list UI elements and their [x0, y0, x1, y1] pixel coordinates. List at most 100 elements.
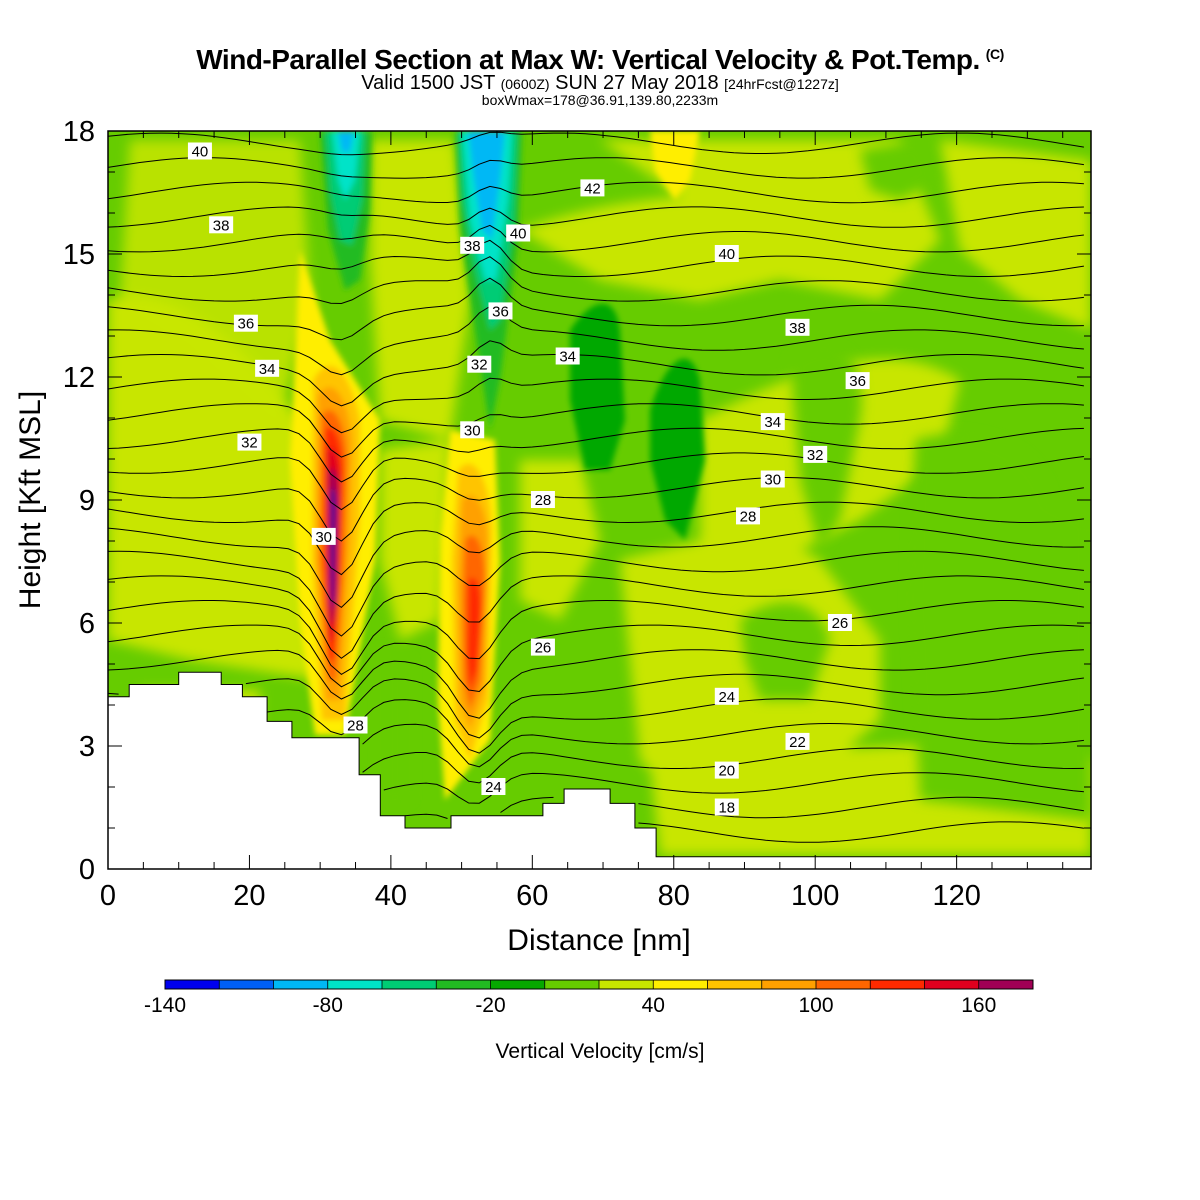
contour-label-text: 32 — [471, 357, 488, 374]
theta-contour — [108, 599, 1084, 676]
theta-contour — [108, 477, 1084, 542]
contour-label: 28 — [530, 491, 555, 509]
theta-contour — [108, 673, 1084, 739]
contour-label-text: 32 — [241, 435, 258, 452]
contour-label-text: 38 — [789, 320, 806, 337]
colorbar-tick-label: -140 — [144, 994, 186, 1017]
contour-label: 26 — [530, 638, 555, 657]
colorbar-swatch — [761, 980, 817, 989]
theta-contour — [267, 698, 1084, 754]
contour-label: 36 — [488, 302, 513, 320]
colorbar-frame — [164, 979, 1034, 990]
colorbar-swatch — [924, 980, 980, 989]
contour-label: 38 — [460, 236, 485, 255]
theta-contour — [108, 277, 1084, 341]
y-axis-label: Height [Kft MSL] — [14, 391, 47, 609]
contour-label-text: 32 — [807, 447, 824, 464]
contour-label: 34 — [555, 347, 580, 366]
colorbar-swatch — [653, 980, 708, 989]
theta-contour — [108, 224, 1084, 253]
contour-label-text: 34 — [764, 414, 781, 431]
contour-label-text: 20 — [718, 763, 735, 780]
theta-contour — [108, 526, 1084, 609]
colorbar-swatch — [273, 980, 329, 989]
contour-label: 34 — [255, 359, 280, 378]
theta-contour — [362, 722, 1084, 768]
contour-label-text: 34 — [259, 361, 276, 378]
chart-title: Wind-Parallel Section at Max W: Vertical… — [196, 44, 1004, 75]
contour-label: 22 — [785, 732, 810, 751]
contour-label-text: 40 — [718, 246, 735, 263]
x-tick-label: 60 — [516, 880, 548, 912]
colorbar-swatch — [816, 980, 871, 989]
colorbar-tick-label: -80 — [313, 994, 343, 1017]
terrain-profile — [107, 671, 1092, 870]
colorbar-swatch — [599, 980, 654, 989]
contour-label: 18 — [714, 798, 739, 817]
contour-label: 30 — [311, 527, 336, 546]
contour-label-text: 42 — [584, 180, 601, 197]
colorbar-swatch — [870, 980, 925, 989]
theta-contour — [108, 550, 1084, 637]
x-tick-label: 20 — [233, 880, 265, 912]
contour-label-text: 18 — [718, 800, 735, 817]
colorbar-swatch — [327, 980, 383, 989]
x-tick-label: 80 — [658, 880, 690, 912]
theta-contour — [108, 305, 1084, 376]
contour-label-text: 28 — [535, 492, 552, 509]
contour-label-text: 28 — [740, 508, 757, 525]
contour-label-text: 36 — [238, 316, 255, 333]
theta-contour — [108, 239, 1084, 278]
theta-contour — [638, 821, 1084, 843]
chart-subtitle: Valid 1500 JST (0600Z) SUN 27 May 2018 [… — [361, 72, 839, 94]
y-tick-label: 12 — [63, 362, 95, 394]
contour-label: 34 — [760, 413, 785, 431]
colorbar-tick-label: 160 — [961, 994, 996, 1017]
theta-contour — [108, 206, 1084, 228]
y-tick-label: 0 — [79, 854, 95, 886]
contour-label: 40 — [506, 224, 531, 243]
contour-label: 30 — [760, 470, 785, 489]
colorbar-tick-label: -20 — [475, 994, 505, 1017]
contour-label-text: 38 — [213, 217, 230, 234]
contour-label-text: 26 — [535, 640, 552, 657]
contour-label: 24 — [714, 687, 739, 706]
colorbar-swatch — [707, 980, 763, 989]
theta-contour — [108, 427, 1084, 483]
contour-label: 32 — [803, 445, 828, 464]
contour-label: 36 — [233, 314, 258, 333]
x-tick-label: 120 — [932, 880, 980, 912]
contour-label: 38 — [785, 318, 810, 337]
theta-contour — [246, 123, 1084, 129]
contour-label-text: 30 — [315, 529, 332, 546]
contour-label-text: 36 — [492, 303, 509, 320]
colorbar-swatch — [382, 980, 437, 989]
theta-contour — [108, 624, 1084, 693]
colorbar-swatch — [219, 980, 274, 989]
theta-contour — [108, 501, 1084, 576]
theta-contour — [108, 157, 1084, 179]
theta-contour — [108, 403, 1084, 458]
contour-label-text: 22 — [789, 734, 806, 751]
x-tick-label: 0 — [100, 880, 116, 912]
contour-label: 26 — [827, 614, 852, 632]
theta-contour — [108, 575, 1084, 659]
contour-label: 24 — [481, 778, 506, 796]
contour-label-text: 34 — [559, 349, 576, 366]
colorbar: -140 -80 -20 40 100 160 — [144, 979, 1034, 1017]
contour-label: 36 — [845, 372, 870, 390]
colorbar-swatch — [490, 980, 546, 989]
colorbar-swatch — [544, 980, 600, 989]
contour-label: 28 — [343, 716, 368, 735]
contour-label: 20 — [714, 761, 739, 780]
contour-label-text: 36 — [849, 373, 866, 390]
contour-label-text: 40 — [510, 226, 527, 243]
colorbar-swatch — [165, 980, 220, 989]
contour-label: 38 — [209, 216, 234, 234]
contour-label-text: 40 — [192, 144, 209, 161]
colorbar-tick-label: 100 — [798, 994, 833, 1017]
x-tick-label: 40 — [375, 880, 407, 912]
contour-label: 32 — [237, 433, 262, 452]
chart-info-line: boxWmax=178@36.91,139.80,2233m — [481, 92, 719, 108]
